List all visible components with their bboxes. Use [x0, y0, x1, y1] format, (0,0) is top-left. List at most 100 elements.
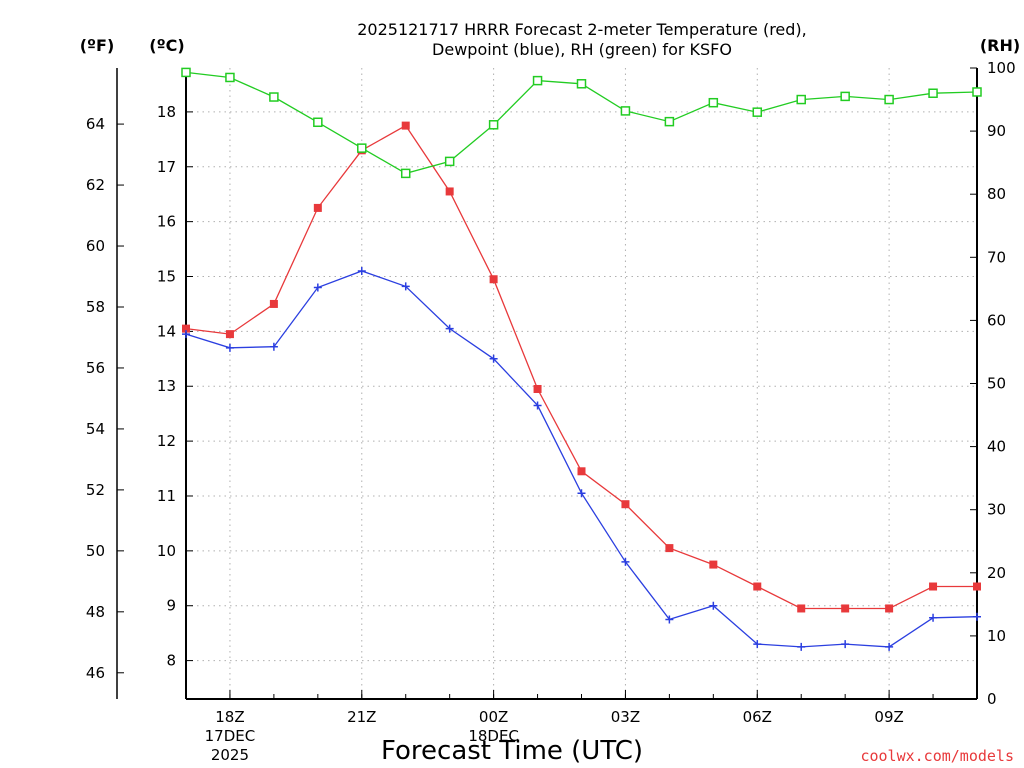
celsius-tick-label: 9 [166, 597, 176, 615]
fahrenheit-tick-label: 62 [86, 176, 105, 194]
chart-title-line2: Dewpoint (blue), RH (green) for KSFO [432, 40, 732, 59]
temperature-point [709, 560, 718, 569]
celsius-tick-label: 13 [157, 377, 176, 395]
celsius-tick-label: 18 [157, 103, 176, 121]
dewpoint-point [841, 640, 850, 649]
rh-tick-label: 90 [987, 122, 1006, 140]
rh-point [576, 79, 587, 89]
x-tick-label: 00Z [479, 708, 508, 726]
x-tick-label: 03Z [611, 708, 640, 726]
dewpoint-line [185, 270, 978, 648]
dewpoint-point [182, 330, 190, 339]
rh-tick-label: 10 [987, 627, 1006, 645]
dewpoint-point [357, 267, 366, 276]
dewpoint-point [621, 557, 630, 566]
rh-point [708, 97, 719, 108]
temperature-point [797, 604, 806, 613]
fahrenheit-tick-label: 56 [86, 359, 105, 377]
dewpoint-point [797, 642, 806, 651]
rh-tick-label: 70 [987, 248, 1006, 266]
fahrenheit-unit-label: (ºF) [80, 36, 115, 55]
celsius-tick-label: 17 [157, 158, 176, 176]
fahrenheit-tick-label: 48 [86, 603, 105, 621]
celsius-tick-label: 15 [157, 268, 176, 286]
rh-point [620, 106, 631, 116]
rh-tick-label: 60 [987, 311, 1006, 329]
dewpoint-point [401, 282, 410, 291]
temperature-point [577, 467, 586, 476]
celsius-tick-label: 8 [166, 652, 176, 670]
series-layer [181, 67, 982, 651]
celsius-tick-label: 12 [157, 432, 176, 450]
fahrenheit-tick-label: 54 [86, 420, 105, 438]
x-tick-label: 06Z [743, 708, 772, 726]
temperature-point [753, 582, 762, 591]
x-tick-label: 18Z [215, 708, 244, 726]
celsius-tick-label: 10 [157, 542, 176, 560]
axes-layer: 8 9 10 11 12 13 14 15 16 17 18 46 48 50 52 54 56 58 60 62 64… [86, 59, 1016, 764]
rh-tick-label: 50 [987, 375, 1006, 393]
dewpoint-point [929, 613, 938, 622]
rh-point [181, 67, 191, 78]
rh-point [488, 120, 499, 130]
dewpoint-point [973, 612, 981, 621]
x-tick-date-label: 17DEC [205, 727, 256, 745]
x-axis-label: Forecast Time (UTC) [381, 736, 643, 766]
dewpoint-point [445, 324, 454, 333]
rh-point [269, 92, 279, 102]
dewpoint-point [665, 615, 674, 624]
temperature-point [533, 384, 542, 393]
rh-tick-label: 80 [987, 185, 1006, 203]
rh-point [225, 72, 235, 83]
celsius-tick-label: 11 [157, 487, 176, 505]
rh-point [357, 143, 367, 153]
fahrenheit-tick-label: 60 [86, 237, 105, 255]
temperature-point [885, 604, 894, 613]
credit-link[interactable]: coolwx.com/models [860, 747, 1014, 765]
celsius-unit-label: (ºC) [149, 36, 184, 55]
temperature-point [841, 604, 850, 613]
rh-tick-label: 100 [987, 59, 1016, 77]
x-tick-year-label: 2025 [211, 746, 249, 764]
temperature-point [313, 203, 322, 212]
fahrenheit-tick-label: 46 [86, 664, 105, 682]
rh-tick-label: 20 [987, 564, 1006, 582]
dewpoint-point [709, 601, 718, 610]
rh-point [796, 94, 806, 105]
fahrenheit-tick-label: 52 [86, 481, 105, 499]
temperature-point [401, 121, 410, 130]
rh-tick-label: 40 [987, 438, 1006, 456]
chart-title-line1: 2025121717 HRRR Forecast 2-meter Tempera… [357, 20, 807, 39]
fahrenheit-tick-label: 50 [86, 542, 105, 560]
celsius-tick-label: 14 [157, 322, 176, 340]
temperature-point [269, 299, 278, 308]
rh-point [884, 94, 894, 105]
temperature-point [489, 275, 498, 284]
rh-point [444, 156, 455, 167]
temperature-point [665, 544, 674, 553]
rh-point [928, 88, 938, 98]
dewpoint-point [885, 642, 894, 651]
rh-unit-label: (RH) [980, 36, 1020, 55]
fahrenheit-tick-label: 64 [86, 115, 105, 133]
rh-point [313, 117, 323, 128]
celsius-tick-label: 16 [157, 213, 176, 231]
fahrenheit-tick-label: 58 [86, 298, 105, 316]
dewpoint-point [269, 342, 278, 351]
x-tick-label: 09Z [874, 708, 903, 726]
dewpoint-point [533, 401, 542, 410]
temperature-point [929, 582, 938, 591]
dewpoint-point [225, 343, 234, 352]
rh-tick-label: 30 [987, 501, 1006, 519]
temperature-point [973, 582, 981, 591]
rh-tick-label: 0 [987, 690, 997, 708]
grid-layer [186, 68, 977, 699]
temperature-line [185, 124, 977, 610]
rh-point [664, 116, 675, 127]
temperature-point [621, 500, 630, 509]
temperature-point [445, 187, 454, 196]
x-tick-date-label: 18DEC [468, 727, 519, 745]
temperature-point [182, 324, 190, 333]
rh-point [840, 91, 850, 102]
dewpoint-point [577, 489, 586, 498]
